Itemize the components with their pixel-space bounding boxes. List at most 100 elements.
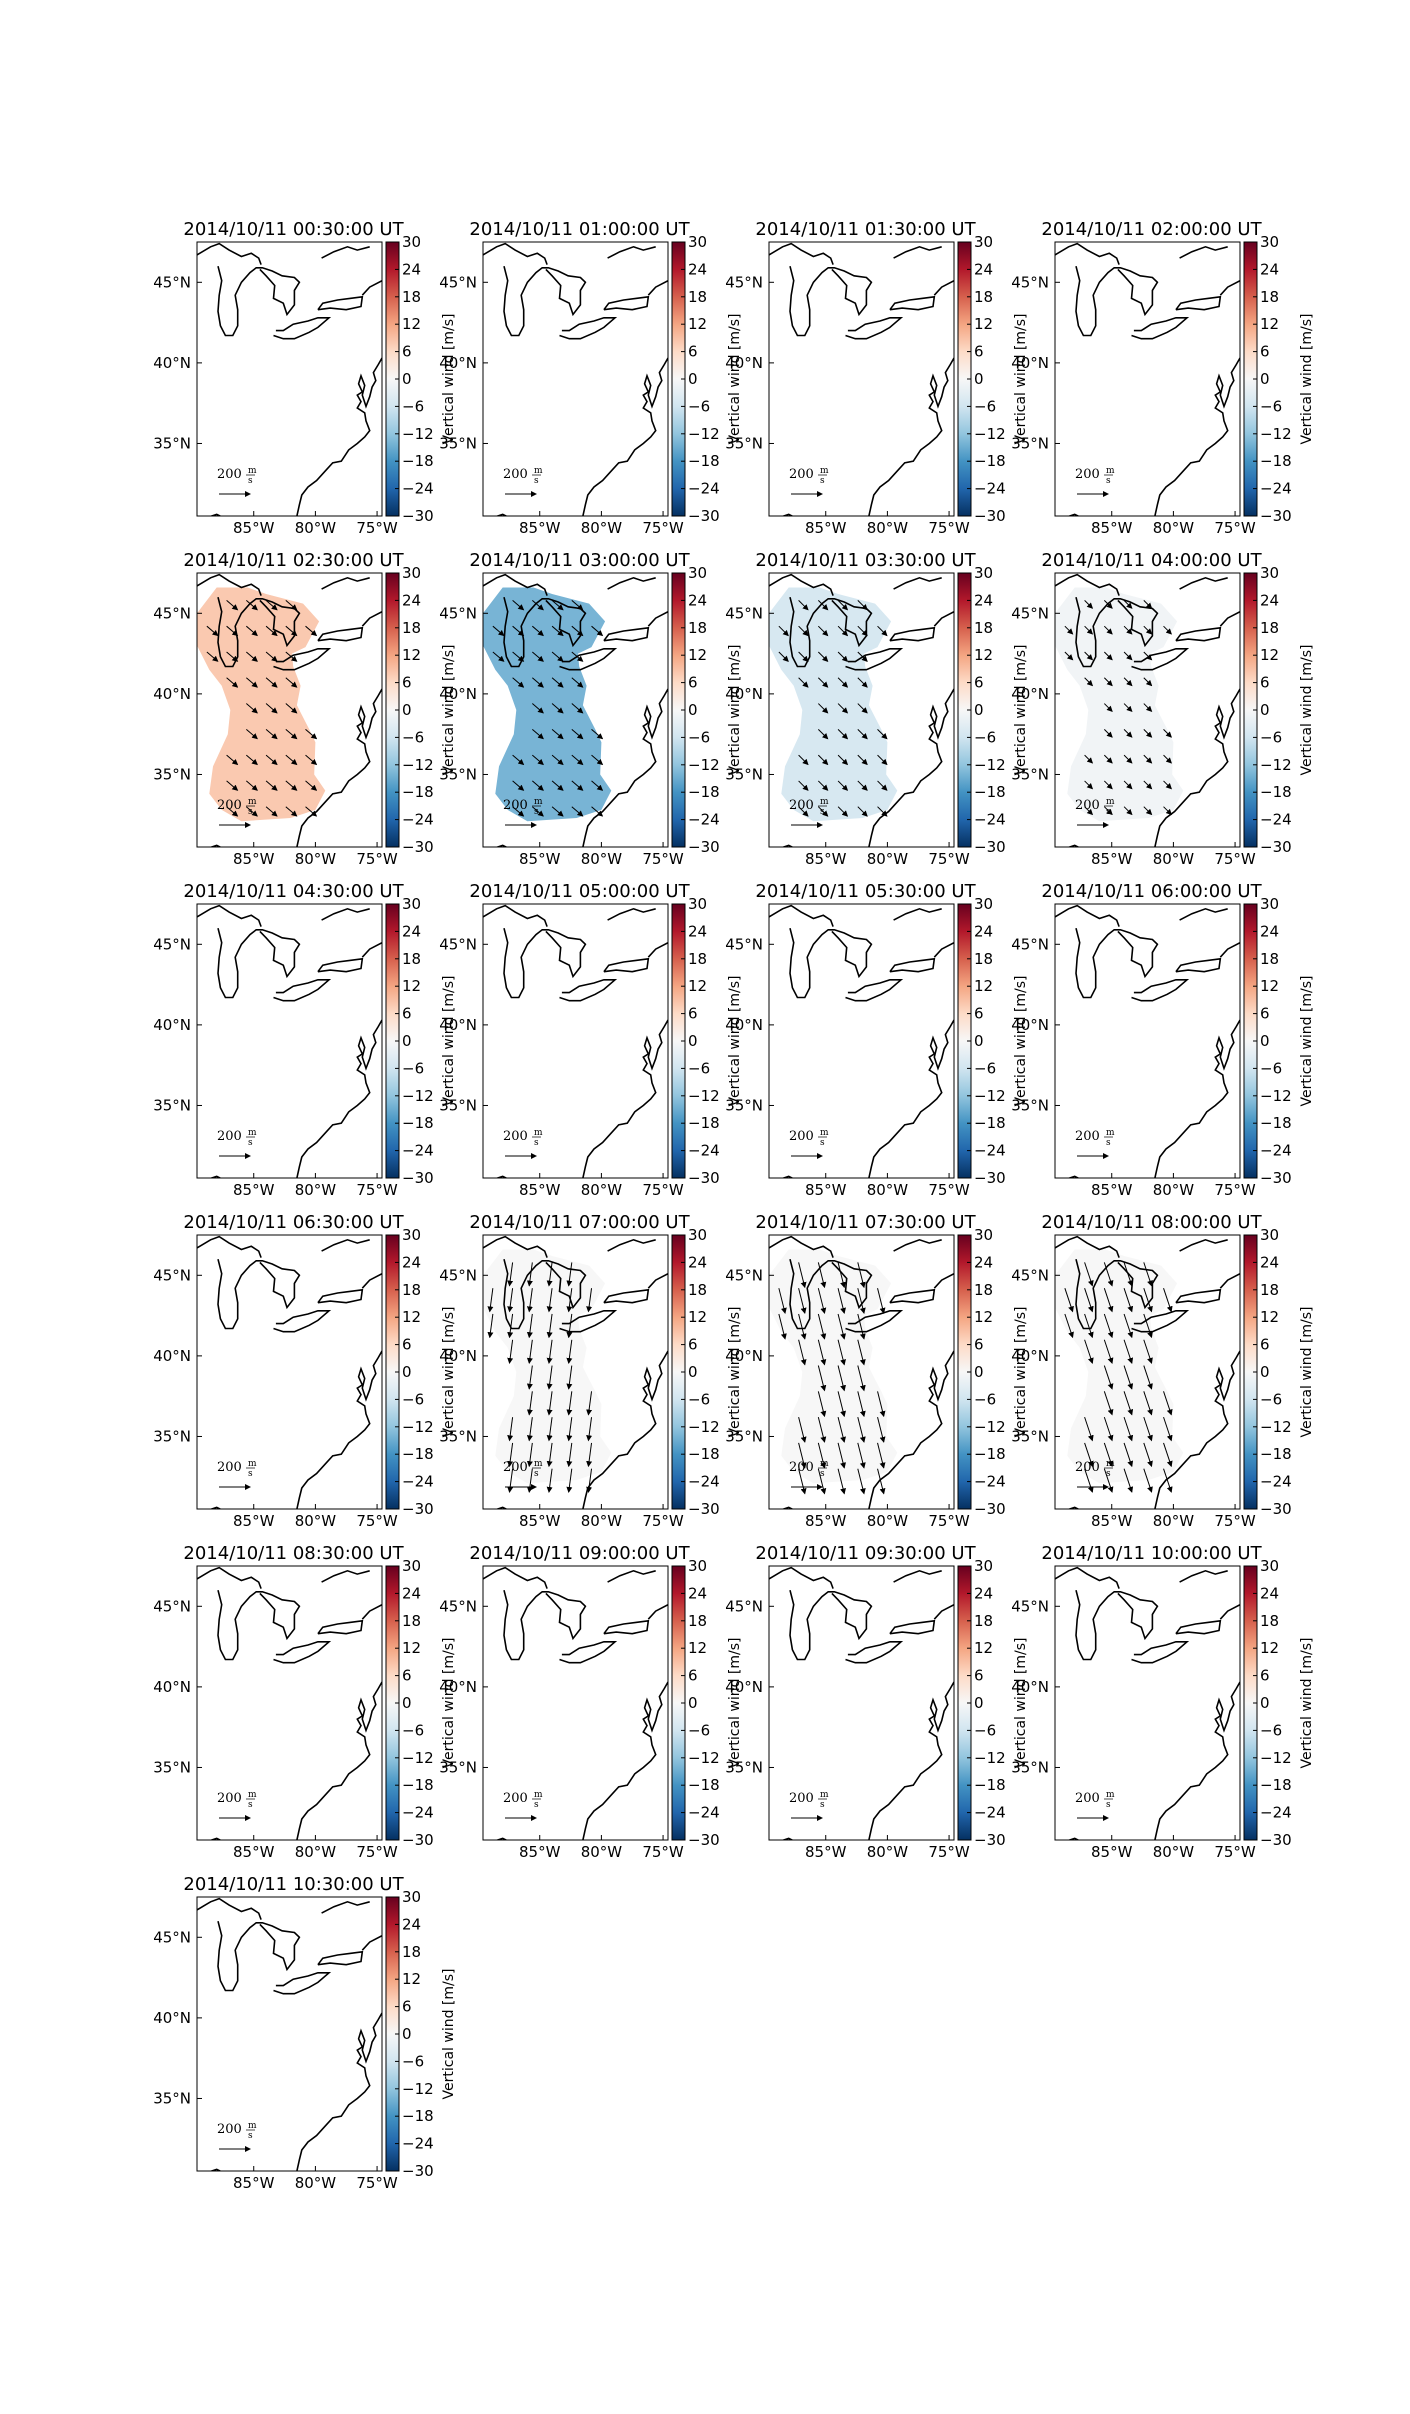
- quiver-key-label: 200: [503, 1460, 528, 1475]
- wind-arrow: [507, 1442, 514, 1468]
- y-tick-label: 40°N: [439, 354, 477, 372]
- wind-arrow: [857, 1262, 866, 1289]
- quiver-key-label: 200: [789, 1129, 814, 1144]
- y-tick-label: 45°N: [1011, 1266, 1049, 1284]
- coastline: [559, 316, 618, 340]
- colorbar-tick-label: 6: [402, 1667, 412, 1685]
- y-tick-label: 40°N: [725, 1016, 763, 1034]
- wind-arrow: [1103, 780, 1113, 790]
- coastline: [868, 1350, 954, 1509]
- panel-title: 2014/10/11 08:30:00 UT: [183, 1543, 404, 1564]
- wind-arrow: [571, 625, 584, 637]
- wind-arrow: [1163, 1288, 1173, 1313]
- colorbar-tick-label: 24: [974, 591, 993, 609]
- colorbar-label: Vertical wind [m/s]: [1013, 976, 1029, 1107]
- y-tick-label: 35°N: [1011, 1758, 1049, 1776]
- wind-arrow: [566, 1391, 573, 1416]
- colorbar-tick-label: −12: [402, 1087, 434, 1105]
- coastline: [503, 1259, 587, 1330]
- panel-title: 2014/10/11 05:00:00 UT: [469, 881, 690, 902]
- wind-arrow: [1163, 1391, 1173, 1416]
- coastline: [1179, 245, 1228, 259]
- quiver-key-units: m: [820, 1459, 829, 1469]
- wind-arrow: [532, 754, 544, 766]
- colorbar-tick-label: 6: [688, 343, 698, 361]
- colorbar-tick-label: −24: [402, 2135, 434, 2153]
- x-tick-label: 75°W: [928, 1181, 970, 1199]
- map-frame: [1054, 241, 1241, 517]
- wind-arrow: [507, 1417, 514, 1442]
- colorbar-tick-label: 18: [402, 288, 421, 306]
- panel: 200 ms 2014/10/11 08:00:00 UT 85°W 80°W 75°W 3…: [1011, 1212, 1315, 1530]
- colorbar-tick-label: 18: [974, 288, 993, 306]
- panel: 200 ms 2014/10/11 08:30:00 UT 85°W 80°W 75°W 3…: [153, 1543, 457, 1861]
- map-area: [197, 242, 382, 516]
- colorbar-tick-label: 0: [402, 1363, 412, 1381]
- colorbar-tick-label: −24: [1260, 1804, 1292, 1822]
- colorbar-tick-label: −24: [688, 480, 720, 498]
- coastline: [893, 1238, 942, 1252]
- x-tick-label: 80°W: [867, 850, 909, 868]
- colorbar-tick-label: −24: [974, 1804, 1006, 1822]
- colorbar-tick-label: 24: [402, 1915, 421, 1933]
- coastline: [1075, 928, 1159, 999]
- y-tick-label: 35°N: [439, 765, 477, 783]
- colorbar-tick-label: 0: [974, 701, 984, 719]
- wind-arrow: [571, 728, 584, 740]
- map-area: [483, 242, 668, 516]
- colorbar-tick-label: 0: [402, 1032, 412, 1050]
- colorbar-tick-label: −30: [974, 1500, 1006, 1518]
- x-tick-label: 75°W: [928, 850, 970, 868]
- y-tick-label: 45°N: [725, 273, 763, 291]
- coastline: [296, 357, 382, 516]
- wind-arrow: [817, 1365, 827, 1392]
- colorbar-tick-label: −6: [1260, 1390, 1282, 1408]
- wind-arrow: [532, 625, 544, 637]
- y-tick-label: 35°N: [1011, 1427, 1049, 1445]
- wind-arrow: [226, 806, 239, 817]
- coastline: [361, 1272, 382, 1289]
- wind-arrow: [566, 1313, 573, 1339]
- y-tick-label: 40°N: [153, 2009, 191, 2027]
- coastline: [1055, 1235, 1120, 1258]
- wind-arrow: [1103, 1288, 1114, 1313]
- wind-arrow: [1084, 1262, 1094, 1287]
- colorbar-tick-label: −6: [688, 1059, 710, 1077]
- y-tick-label: 45°N: [725, 935, 763, 953]
- quiver-key-units: m: [1106, 1128, 1115, 1138]
- wind-arrow: [798, 780, 809, 791]
- x-tick-label: 80°W: [581, 850, 623, 868]
- quiver-key-units: m: [534, 1790, 543, 1800]
- wind-arrow: [1123, 600, 1133, 609]
- colorbar-tick-label: 30: [402, 1888, 421, 1906]
- coastline: [483, 1235, 548, 1258]
- y-tick-label: 45°N: [153, 604, 191, 622]
- wind-arrow: [778, 1313, 787, 1340]
- wind-arrow: [546, 1313, 553, 1339]
- map-area: [197, 1235, 382, 1509]
- x-tick-label: 85°W: [1091, 1181, 1133, 1199]
- wind-arrow: [817, 1262, 827, 1289]
- wind-arrow: [305, 728, 318, 740]
- colorbar-tick-label: −30: [402, 1500, 434, 1518]
- colorbar-tick-label: 6: [402, 674, 412, 692]
- wind-arrow: [1143, 651, 1153, 661]
- coastline: [559, 1310, 618, 1333]
- y-tick-label: 45°N: [439, 935, 477, 953]
- y-tick-label: 35°N: [439, 1427, 477, 1445]
- panel: 200 ms 2014/10/11 07:00:00 UT 85°W 80°W 75°W 3…: [439, 1212, 743, 1530]
- x-tick-label: 80°W: [295, 1512, 337, 1530]
- colorbar-tick-label: 30: [402, 1226, 421, 1244]
- wind-arrow: [1064, 1313, 1074, 1339]
- quiver-key-units: s: [820, 1800, 825, 1810]
- wind-arrow: [817, 728, 829, 740]
- y-tick-label: 45°N: [439, 604, 477, 622]
- colorbar-tick-label: −6: [402, 1721, 424, 1739]
- vertical-wind-region: [197, 587, 326, 822]
- map-frame: [768, 1565, 955, 1841]
- wind-arrow: [246, 625, 258, 637]
- quiver-key-label: 200: [1075, 1129, 1100, 1144]
- wind-arrow: [817, 1391, 827, 1418]
- x-tick-label: 85°W: [519, 1181, 561, 1199]
